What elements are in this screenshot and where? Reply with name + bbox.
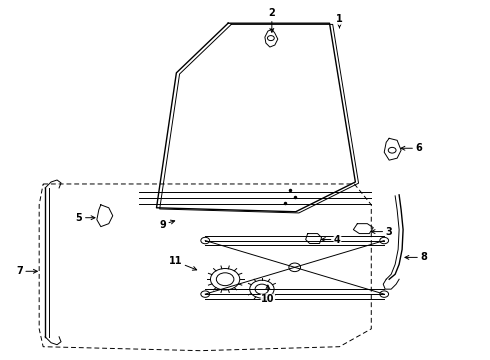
Text: 8: 8 bbox=[405, 252, 427, 262]
Text: 6: 6 bbox=[401, 143, 422, 153]
Text: 9: 9 bbox=[159, 220, 175, 230]
Text: 2: 2 bbox=[269, 8, 275, 32]
Text: 1: 1 bbox=[336, 14, 343, 28]
Text: 4: 4 bbox=[321, 234, 341, 244]
Text: 10: 10 bbox=[261, 285, 274, 304]
Text: 5: 5 bbox=[75, 213, 95, 223]
Text: 7: 7 bbox=[16, 266, 37, 276]
Text: 3: 3 bbox=[371, 226, 392, 237]
Text: 11: 11 bbox=[169, 256, 196, 270]
